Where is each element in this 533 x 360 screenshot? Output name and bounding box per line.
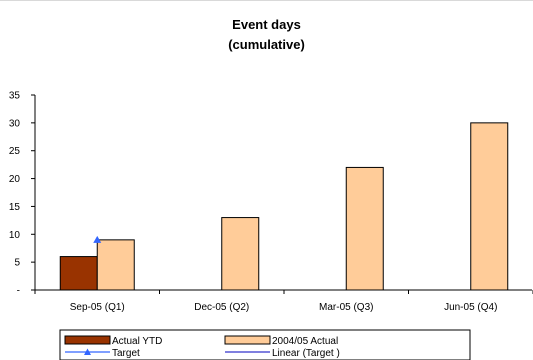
x-tick-label: Mar-05 (Q3) xyxy=(319,302,373,313)
y-tick-label: 35 xyxy=(9,91,21,102)
y-tick-label: 15 xyxy=(9,202,21,213)
bar xyxy=(470,122,509,291)
y-tick-label: 30 xyxy=(9,118,21,129)
chart-title: Event days xyxy=(232,17,301,32)
bar xyxy=(96,239,135,291)
legend-label: Target xyxy=(112,348,140,359)
legend-label: Linear (Target ) xyxy=(272,348,340,359)
axes: - 5 10 15 20 25 30 35 Sep-05 (Q1) Dec-05 (Q2) Mar-… xyxy=(9,91,533,313)
top-divider xyxy=(0,0,533,1)
y-tick-label: 5 xyxy=(14,258,20,269)
legend-swatch xyxy=(224,335,271,345)
bars-group xyxy=(59,122,509,291)
x-tick-label: Sep-05 (Q1) xyxy=(70,302,125,313)
x-tick-label: Dec-05 (Q2) xyxy=(194,302,249,313)
legend-label: 2004/05 Actual xyxy=(272,336,338,347)
legend-marker xyxy=(84,348,91,355)
bar xyxy=(59,256,98,291)
y-tick-label: 10 xyxy=(9,230,21,241)
y-tick-label: 20 xyxy=(9,174,21,185)
x-tick-label: Jun-05 (Q4) xyxy=(444,302,497,313)
bar xyxy=(221,217,260,291)
chart-subtitle: (cumulative) xyxy=(228,37,305,52)
bar xyxy=(345,166,384,291)
y-tick-label: 25 xyxy=(9,146,21,157)
legend-label: Actual YTD xyxy=(112,336,162,347)
y-tick-label: - xyxy=(17,286,20,297)
legend-swatch xyxy=(64,335,111,345)
markers-group xyxy=(93,235,102,243)
legend: Actual YTD 2004/05 Actual Target Linear (Ta… xyxy=(59,329,471,360)
target-marker xyxy=(93,235,102,243)
legend-box xyxy=(59,329,471,360)
